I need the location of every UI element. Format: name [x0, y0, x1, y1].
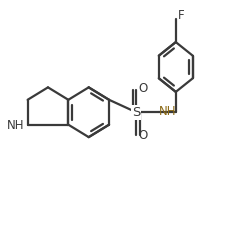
Text: O: O	[138, 129, 148, 142]
Text: NH: NH	[6, 119, 24, 132]
Text: F: F	[177, 9, 184, 22]
Text: O: O	[138, 82, 148, 95]
Text: S: S	[132, 106, 140, 119]
Text: NH: NH	[159, 105, 176, 118]
